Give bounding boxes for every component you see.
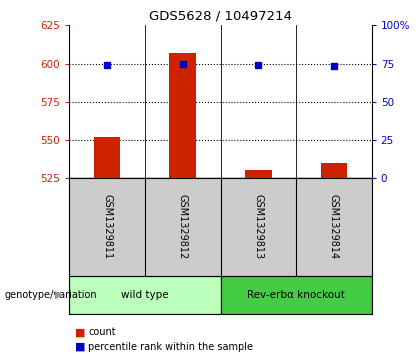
Text: genotype/variation: genotype/variation [4,290,97,300]
Bar [69,276,220,314]
Text: ▶: ▶ [55,290,63,300]
Text: ■: ■ [75,327,85,337]
Bar [245,170,271,178]
Bar [94,137,120,178]
Text: wild type: wild type [121,290,169,300]
Text: Rev-erbα knockout: Rev-erbα knockout [247,290,345,300]
Text: GSM1329812: GSM1329812 [178,194,188,260]
Text: GSM1329811: GSM1329811 [102,194,112,260]
Text: GSM1329814: GSM1329814 [329,194,339,260]
Text: GSM1329813: GSM1329813 [253,194,263,260]
Bar [220,276,372,314]
Title: GDS5628 / 10497214: GDS5628 / 10497214 [149,10,292,23]
Text: count: count [88,327,116,337]
Text: ■: ■ [75,342,85,352]
Bar [169,53,196,178]
Text: percentile rank within the sample: percentile rank within the sample [88,342,253,352]
Bar [321,163,347,178]
